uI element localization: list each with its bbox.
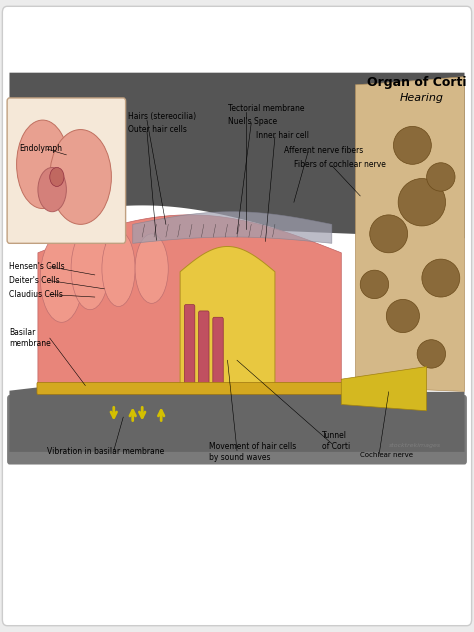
FancyBboxPatch shape [37,382,409,394]
Text: Nuel's Space: Nuel's Space [228,117,277,126]
Polygon shape [133,212,332,243]
Text: Hearing: Hearing [400,93,444,103]
Ellipse shape [50,130,111,224]
Polygon shape [9,379,465,452]
Text: Movement of hair cells
by sound waves: Movement of hair cells by sound waves [209,442,296,461]
Ellipse shape [50,167,64,186]
Ellipse shape [38,167,66,212]
Text: Hairs (stereocilia): Hairs (stereocilia) [128,112,196,121]
Ellipse shape [71,228,109,310]
Ellipse shape [427,163,455,191]
Ellipse shape [393,126,431,164]
Text: Inner hair cell: Inner hair cell [256,131,309,140]
Text: Afferent nerve fibers: Afferent nerve fibers [284,146,364,155]
FancyBboxPatch shape [2,6,472,626]
FancyBboxPatch shape [199,311,209,391]
Ellipse shape [370,215,408,253]
Text: Endolymph: Endolymph [19,144,62,153]
Polygon shape [9,73,465,238]
Ellipse shape [398,178,446,226]
Ellipse shape [417,340,446,368]
Text: Organ of Corti: Organ of Corti [367,76,467,88]
Text: Fibers of cochlear nerve: Fibers of cochlear nerve [294,160,386,169]
Text: Deiter's Cells: Deiter's Cells [9,276,60,285]
FancyBboxPatch shape [213,317,223,391]
Ellipse shape [17,120,69,209]
Text: Basilar
membrane: Basilar membrane [9,329,51,348]
Ellipse shape [422,259,460,297]
Ellipse shape [360,270,389,299]
Ellipse shape [135,234,168,303]
FancyBboxPatch shape [7,98,126,243]
Polygon shape [38,215,341,389]
Ellipse shape [102,231,135,307]
Text: stocktrekimages: stocktrekimages [389,443,441,448]
Text: Claudius Cells: Claudius Cells [9,290,64,299]
Polygon shape [341,367,427,411]
Text: Tunnel
of Corti: Tunnel of Corti [322,432,351,451]
Ellipse shape [40,234,83,322]
Polygon shape [180,246,275,389]
Text: Cochlear nerve: Cochlear nerve [360,452,413,458]
FancyBboxPatch shape [7,395,467,465]
Text: Vibration in basilar membrane: Vibration in basilar membrane [47,447,164,456]
Text: Tectorial membrane: Tectorial membrane [228,104,304,113]
Text: Hensen's Cells: Hensen's Cells [9,262,65,271]
Ellipse shape [386,300,419,332]
Text: Outer hair cells: Outer hair cells [128,125,187,134]
Polygon shape [356,76,465,391]
FancyBboxPatch shape [184,305,195,391]
